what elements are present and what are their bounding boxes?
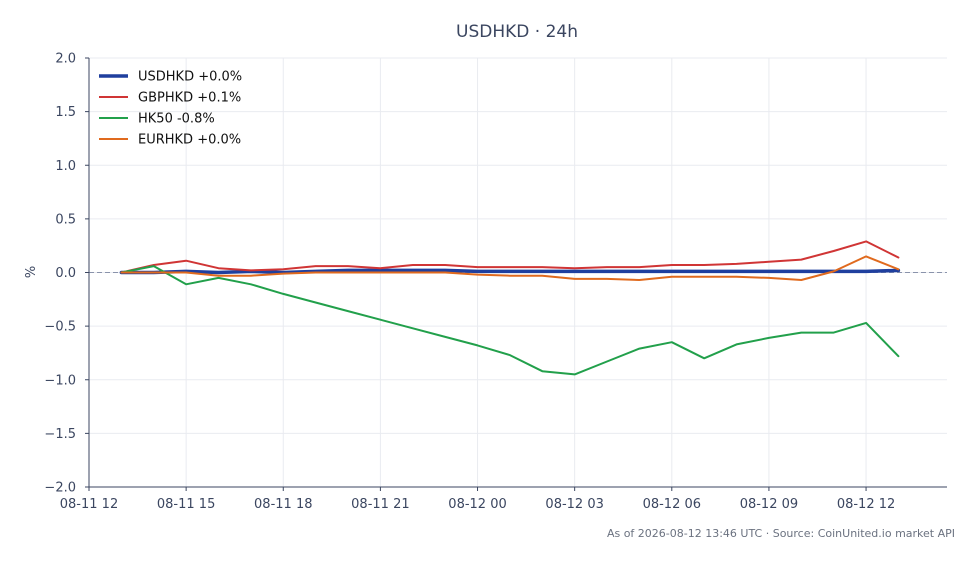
y-tick-label: 0.5 — [55, 212, 76, 227]
y-tick-label: −1.5 — [44, 427, 76, 442]
x-axis-ticks: 08-11 12 08-11 15 08-11 18 08-11 21 08-12 00… — [60, 487, 895, 512]
x-tick-label: 08-11 15 — [157, 497, 215, 512]
series-line-gbphkd — [120, 240, 900, 274]
y-tick-label: −0.5 — [44, 320, 76, 335]
x-tick-label: 08-12 09 — [740, 497, 798, 512]
series-line-usdhkd — [119, 268, 901, 275]
y-tick-label: 1.5 — [55, 105, 76, 120]
chart-title: USDHKD · 24h — [456, 22, 578, 42]
y-tick-label: −1.0 — [44, 373, 76, 388]
y-tick-label: 2.0 — [55, 52, 76, 67]
series-line-eurhkd — [120, 255, 900, 281]
x-tick-label: 08-12 12 — [837, 497, 895, 512]
series-line-hk50 — [120, 265, 900, 376]
x-tick-label: 08-12 00 — [448, 497, 506, 512]
series-lines — [119, 240, 901, 376]
y-axis-ticks: −2.0 −1.5 −1.0 −0.5 0.0 0.5 1.0 1.5 2.0 — [44, 52, 89, 496]
x-tick-label: 08-11 21 — [351, 497, 409, 512]
x-tick-label: 08-11 18 — [254, 497, 312, 512]
x-tick-label: 08-11 12 — [60, 497, 118, 512]
x-tick-label: 08-12 06 — [643, 497, 701, 512]
legend-label: USDHKD +0.0% — [138, 70, 242, 85]
legend-label: HK50 -0.8% — [138, 112, 215, 127]
legend-label: GBPHKD +0.1% — [138, 91, 241, 106]
y-axis-label: % — [24, 266, 39, 278]
y-tick-label: −2.0 — [44, 481, 76, 496]
y-tick-label: 0.0 — [55, 266, 76, 281]
legend-label: EURHKD +0.0% — [138, 133, 241, 148]
x-tick-label: 08-12 03 — [545, 497, 603, 512]
y-tick-label: 1.0 — [55, 159, 76, 174]
legend: USDHKD +0.0% GBPHKD +0.1% HK50 -0.8% EURHKD… — [99, 70, 242, 148]
source-footer: As of 2026-08-12 13:46 UTC · Source: Coi… — [607, 527, 955, 540]
